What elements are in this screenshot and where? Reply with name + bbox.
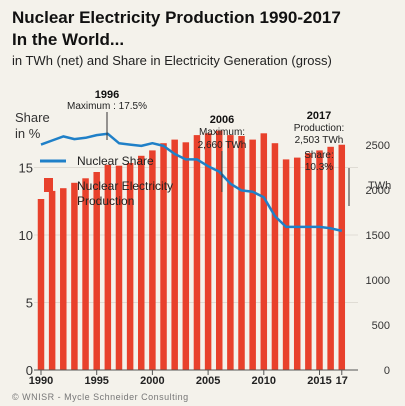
production-bar	[71, 182, 78, 370]
production-bar	[327, 146, 334, 370]
annotation-1996-text: Maximum : 17.5%	[67, 101, 147, 112]
production-bar	[193, 135, 201, 370]
left-axis-ticks: 0 5 10 15	[19, 161, 33, 379]
left-tick-label: 5	[26, 296, 33, 311]
annotation-2017-line1: Production:	[294, 123, 345, 134]
left-tick-label: 10	[19, 228, 33, 243]
production-bar	[282, 159, 290, 370]
right-tick-label: 1000	[366, 275, 390, 287]
production-bar	[204, 133, 212, 370]
production-bar	[115, 165, 123, 370]
annotation-2006-year: 2006	[210, 114, 234, 126]
left-tick-label: 15	[19, 161, 33, 176]
production-bar	[48, 190, 56, 370]
x-tick-label: 2015	[307, 375, 331, 387]
production-bar	[37, 199, 45, 370]
legend-production-swatch	[44, 178, 53, 192]
production-bar	[60, 188, 67, 370]
annotation-1996: 1996 Maximum : 17.5%	[67, 89, 147, 140]
production-bar	[338, 144, 346, 370]
chart-title-line2: In the World...	[12, 30, 124, 49]
production-bar	[126, 163, 134, 370]
production-bar	[293, 157, 301, 370]
x-axis-ticks: 1990 1995 2000 2005 2010 2015 17	[29, 370, 348, 387]
production-bar	[305, 153, 312, 370]
legend-production-label-line2: Production	[77, 194, 134, 208]
x-tick-label: 1990	[29, 375, 53, 387]
right-tick-label: 0	[384, 365, 390, 377]
left-tick-label: 0	[26, 363, 33, 378]
annotation-1996-year: 1996	[95, 89, 119, 101]
footer-credit: © WNISR - Mycle Schneider Consulting	[12, 392, 189, 402]
annotation-2017-line2: 2,503 TWh	[295, 135, 344, 146]
chart-subtitle: in TWh (net) and Share in Electricity Ge…	[12, 53, 332, 68]
production-bar	[138, 155, 145, 370]
x-tick-label: 2010	[252, 375, 276, 387]
annotation-2006-line2: 2,660 TWh	[198, 140, 247, 151]
annotation-2017-line4: 10.3%	[305, 162, 333, 173]
y-left-label-line2: in %	[15, 126, 41, 141]
right-tick-label: 1500	[366, 230, 390, 242]
legend-share-label: Nuclear Share	[77, 154, 154, 168]
right-tick-label: 2500	[366, 140, 390, 152]
annotation-2017: 2017 Production: 2,503 TWh Share: 10.3%	[294, 110, 350, 206]
production-bar	[260, 133, 268, 370]
production-bar	[104, 164, 112, 370]
production-bar	[182, 142, 190, 370]
x-tick-label: 2000	[140, 375, 164, 387]
production-bar	[271, 143, 279, 370]
y-right-label: TWh	[368, 180, 391, 192]
legend-production-label-line1: Nuclear Electricity	[77, 179, 173, 193]
x-tick-label: 2005	[196, 375, 220, 387]
production-bar	[171, 139, 178, 370]
y-left-label-line1: Share	[15, 110, 50, 125]
x-tick-label: 1995	[84, 375, 108, 387]
annotation-2017-year: 2017	[307, 110, 331, 122]
annotation-2006-line1: Maximum:	[199, 127, 245, 138]
annotation-2017-line3: Share:	[304, 150, 333, 161]
production-bar	[227, 135, 234, 370]
right-axis-ticks: 0 500 1000 1500 2000 2500	[366, 140, 390, 377]
nuclear-share-line	[40, 132, 343, 233]
production-bars	[37, 130, 346, 370]
production-bar	[160, 143, 167, 370]
production-bar	[149, 150, 156, 370]
right-tick-label: 2000	[366, 185, 390, 197]
right-tick-label: 500	[372, 320, 390, 332]
production-bar	[249, 139, 256, 370]
production-bar	[93, 172, 100, 370]
production-bar	[215, 130, 223, 370]
legend: Nuclear Share Nuclear Electricity Produc…	[40, 154, 173, 208]
chart-title-line1: Nuclear Electricity Production 1990-2017	[12, 8, 341, 27]
annotation-2006: 2006 Maximum: 2,660 TWh	[198, 114, 247, 192]
production-bar	[316, 150, 323, 370]
production-bar	[82, 178, 89, 370]
production-bar	[238, 136, 245, 370]
x-tick-label: 17	[336, 375, 348, 387]
